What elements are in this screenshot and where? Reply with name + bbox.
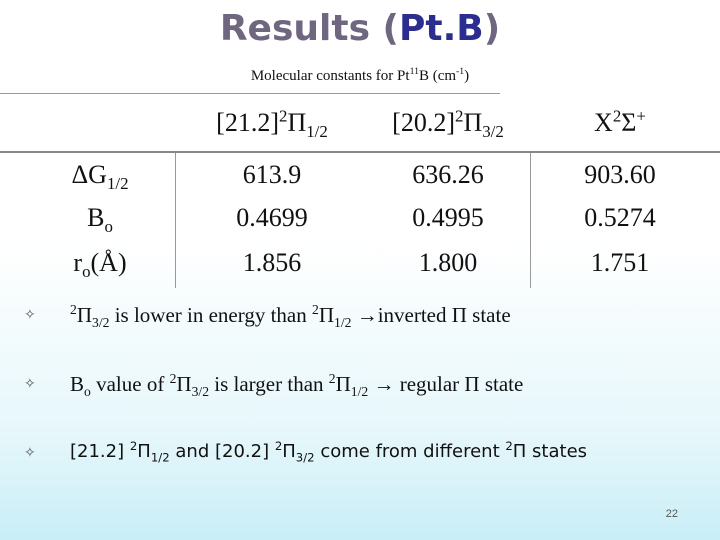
subscript: 3/2 — [92, 315, 110, 331]
superscript: 2 — [169, 371, 177, 386]
superscript: 2 — [129, 439, 138, 453]
text-run: and [20.2] — [169, 441, 275, 462]
subscript: 1/2 — [334, 315, 352, 331]
page-number: 22 — [665, 508, 678, 520]
text-run: [21.2] — [70, 441, 130, 462]
text-run: come from different — [314, 441, 506, 462]
column-header: X2Σ+ — [535, 106, 705, 138]
superscript: 2 — [505, 439, 513, 453]
text-run: X — [594, 108, 613, 137]
table-cell: 1.751 — [590, 248, 650, 277]
subscript: o — [82, 262, 91, 282]
text-run: Π — [282, 441, 296, 462]
title-text: ) — [483, 8, 501, 49]
text-run: Π — [335, 372, 351, 396]
superscript: 2 — [312, 302, 319, 317]
rule — [175, 153, 176, 288]
superscript: 2 — [274, 439, 283, 453]
rule — [0, 151, 720, 153]
superscript: 2 — [279, 106, 288, 126]
text-run: B — [70, 372, 85, 396]
text-run: r — [73, 248, 83, 277]
text-run: is lower in energy than — [109, 303, 313, 327]
row-label: ro(Å) — [15, 248, 185, 282]
superscript: + — [636, 106, 646, 126]
text-run: ΔG — [71, 160, 107, 189]
text-run: [20.2] — [392, 108, 455, 137]
superscript: 2 — [328, 371, 336, 386]
superscript: 11 — [409, 66, 419, 77]
text-run: Π — [76, 303, 92, 327]
text-run: Π — [318, 303, 335, 327]
text-run: [21.2] — [216, 108, 279, 137]
table-cell: 636.26 — [412, 160, 484, 189]
subscript: 1/2 — [150, 450, 170, 465]
text-run: → regular Π state — [368, 372, 524, 396]
subscript: o — [84, 384, 91, 400]
rule — [530, 153, 531, 288]
title: Results (Pt.B) — [0, 8, 720, 49]
text-run: →inverted Π state — [351, 303, 511, 327]
text-run: Molecular constants for Pt — [250, 68, 410, 84]
bullet-text: [21.2] 2Π1/2 and [20.2] 2Π3/2 come from … — [70, 439, 588, 465]
bullet-marker: ✧ — [24, 307, 36, 323]
subscript: 3/2 — [482, 122, 504, 142]
table-cell: 0.4699 — [236, 203, 308, 232]
subscript: 1/2 — [106, 174, 129, 194]
table-cell: 0.5274 — [584, 203, 656, 232]
subscript: 1/2 — [350, 384, 369, 400]
bullet-text: Bo value of 2Π3/2 is larger than 2Π1/2 →… — [70, 371, 524, 400]
text-run: Σ — [621, 108, 637, 137]
text-run: is larger than — [209, 372, 329, 396]
text-run: Π — [287, 108, 307, 137]
superscript: -1 — [456, 66, 465, 77]
subscript: 3/2 — [295, 450, 315, 465]
bullet-marker: ✧ — [24, 445, 36, 461]
title-text: Results ( — [219, 8, 399, 49]
table-cell: 613.9 — [242, 160, 302, 189]
superscript: 2 — [455, 106, 464, 126]
text-run: Π — [176, 372, 192, 396]
text-run: value of — [90, 372, 170, 396]
text-run: B (cm — [418, 68, 457, 84]
text-run: (Å) — [90, 248, 127, 277]
row-label: ΔG1/2 — [15, 160, 185, 194]
table-cell: 1.856 — [242, 248, 302, 277]
subscript: o — [104, 217, 113, 237]
text-run: ) — [464, 68, 470, 84]
table-cell: 903.60 — [584, 160, 656, 189]
text-run: Π states — [512, 441, 588, 462]
subscript: 1/2 — [306, 122, 328, 142]
superscript: 2 — [70, 302, 77, 317]
rule — [0, 93, 500, 94]
table-cell: 0.4995 — [412, 203, 484, 232]
row-label: Bo — [15, 203, 185, 237]
column-header: [20.2]2Π3/2 — [363, 106, 533, 142]
column-header: [21.2]2Π1/2 — [187, 106, 357, 142]
text-run: B — [87, 203, 105, 232]
bullet-marker: ✧ — [24, 376, 36, 392]
bullet-text: 2Π3/2 is lower in energy than 2Π1/2 →inv… — [70, 302, 511, 331]
superscript: 2 — [612, 106, 622, 126]
text-run: Π — [463, 108, 483, 137]
text-run: Π — [137, 441, 151, 462]
table-cell: 1.800 — [418, 248, 478, 277]
subscript: 3/2 — [191, 384, 210, 400]
caption: Molecular constants for Pt11B (cm-1) — [0, 66, 720, 85]
title-highlight: Pt.B — [398, 8, 484, 49]
